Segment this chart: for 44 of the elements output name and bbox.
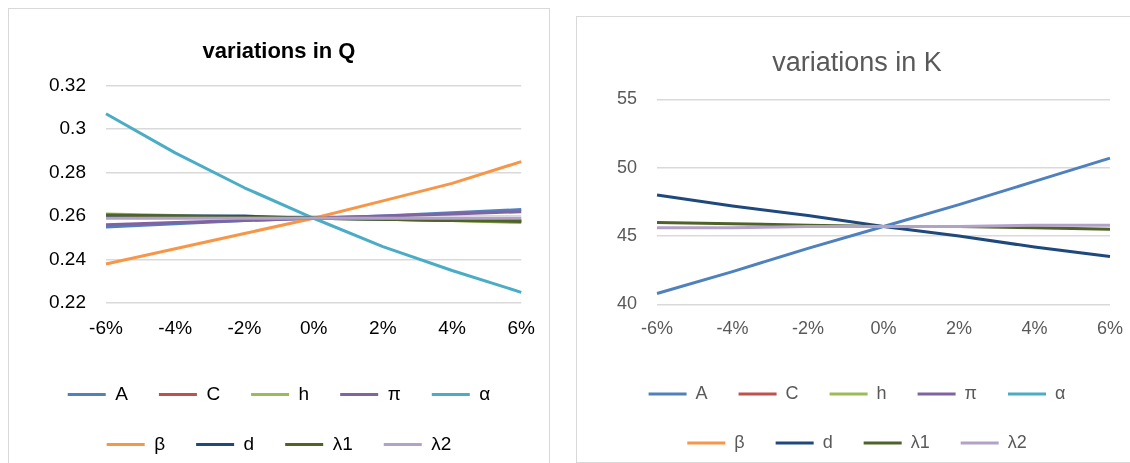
chart-title: variations in K bbox=[772, 46, 942, 77]
legend-label: d bbox=[822, 431, 833, 452]
y-tick-label: 0.26 bbox=[49, 204, 86, 226]
x-tick-label: 6% bbox=[1096, 318, 1123, 339]
legend-label: A bbox=[695, 382, 708, 403]
x-tick-label: 2% bbox=[945, 318, 973, 339]
x-tick-label: -4% bbox=[158, 316, 193, 338]
legend-label: C bbox=[206, 382, 221, 404]
legend-label: h bbox=[298, 382, 310, 404]
y-tick-label: 0.3 bbox=[59, 117, 86, 139]
legend-label: C bbox=[785, 382, 799, 403]
legend-label: π bbox=[964, 382, 978, 403]
legend-label: λ1 bbox=[332, 432, 353, 454]
legend-label: λ1 bbox=[910, 431, 930, 452]
x-tick-label: 2% bbox=[369, 316, 397, 338]
x-tick-label: 0% bbox=[870, 318, 897, 339]
x-tick-label: 4% bbox=[438, 316, 466, 338]
chart-title: variations in Q bbox=[202, 38, 356, 64]
legend-label: d bbox=[243, 432, 255, 454]
legend-label: α bbox=[479, 382, 491, 404]
y-tick-label: 40 bbox=[616, 293, 638, 314]
y-tick-label: 0.24 bbox=[49, 247, 87, 269]
x-tick-label: -6% bbox=[641, 318, 674, 339]
x-tick-label: 6% bbox=[507, 316, 536, 338]
y-tick-label: 45 bbox=[616, 225, 638, 246]
legend-label: h bbox=[876, 382, 887, 403]
y-tick-label: 0.28 bbox=[49, 160, 86, 182]
legend-label: A bbox=[115, 382, 129, 404]
x-tick-label: -4% bbox=[716, 318, 749, 339]
legend-label: λ2 bbox=[431, 432, 452, 454]
x-tick-label: -2% bbox=[227, 316, 262, 338]
legend-label: β bbox=[734, 431, 745, 452]
legend-label: β bbox=[154, 432, 166, 454]
y-tick-label: 55 bbox=[616, 88, 638, 109]
y-tick-label: 50 bbox=[616, 156, 638, 177]
x-tick-label: 4% bbox=[1021, 318, 1048, 339]
x-tick-label: -6% bbox=[89, 316, 123, 338]
legend-label: α bbox=[1055, 382, 1066, 403]
y-tick-label: 0.22 bbox=[49, 291, 86, 313]
x-tick-label: -2% bbox=[792, 318, 825, 339]
legend-label: λ2 bbox=[1007, 431, 1027, 452]
x-tick-label: 0% bbox=[299, 316, 328, 338]
legend-label: π bbox=[387, 382, 401, 404]
y-tick-label: 0.32 bbox=[49, 73, 86, 95]
